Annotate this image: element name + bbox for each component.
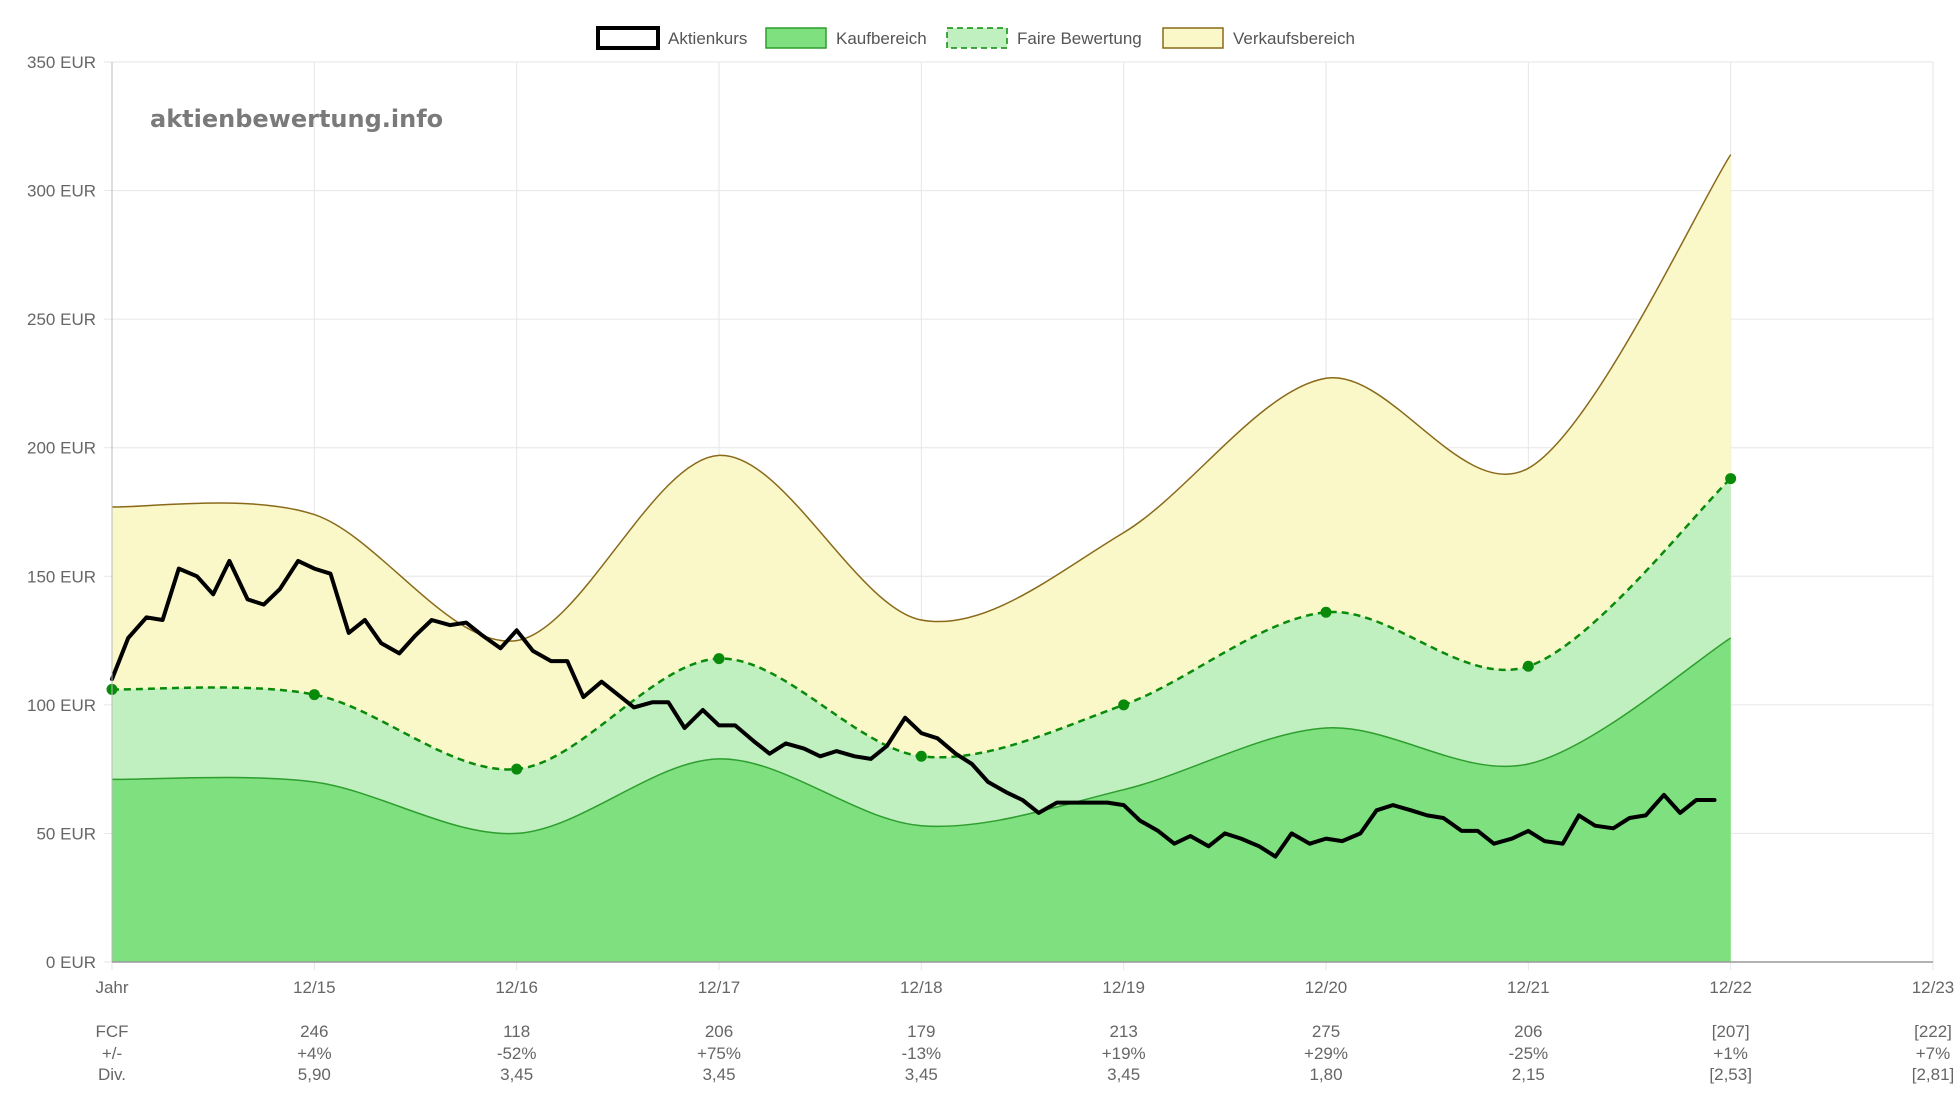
valuation-areas	[112, 154, 1731, 963]
aktienkurs-line	[110, 558, 1717, 859]
table-cell: 3,45	[1107, 1065, 1140, 1084]
faire-bewertung-point	[1522, 660, 1534, 672]
table-cell: +75%	[697, 1044, 741, 1063]
table-cell: 213	[1109, 1022, 1137, 1041]
legend-label: Verkaufsbereich	[1233, 29, 1355, 48]
x-tick-label: 12/22	[1709, 978, 1752, 997]
table-cell: 179	[907, 1022, 935, 1041]
table-cell: 118	[503, 1022, 530, 1041]
kaufbereich-line	[111, 637, 1732, 835]
legend-label: Faire Bewertung	[1017, 29, 1142, 48]
table-cell: +4%	[297, 1044, 332, 1063]
legend[interactable]: Aktienkurs Kaufbereich Faire Bewertung Verk…	[596, 26, 1355, 50]
fundamentals-table: FCF 246 118 206 179 213 275 206 [207] [222] +/- +4%…	[95, 1022, 1954, 1084]
legend-label: Aktienkurs	[668, 29, 747, 48]
x-tick-label: 12/23	[1912, 978, 1955, 997]
legend-item[interactable]: Aktienkurs	[596, 26, 747, 50]
table-row-label: +/-	[102, 1044, 122, 1063]
table-cell: 5,90	[298, 1065, 331, 1084]
legend-swatch	[946, 27, 1008, 49]
table-cell: -52%	[497, 1044, 537, 1063]
x-tick-label: 12/18	[900, 978, 943, 997]
faire-bewertung-point	[915, 750, 927, 762]
y-tick-label: 350 EUR	[27, 53, 96, 72]
axes: 0 EUR 50 EUR 100 EUR 150 EUR 200 EUR 250 EUR 3…	[27, 53, 1954, 997]
faire-bewertung-point	[308, 689, 320, 701]
legend-label: Kaufbereich	[836, 29, 927, 48]
x-tick-label: 12/19	[1102, 978, 1145, 997]
table-cell: -13%	[901, 1044, 941, 1063]
table-cell: +1%	[1713, 1044, 1748, 1063]
table-cell: 206	[1514, 1022, 1542, 1041]
table-cell: 275	[1312, 1022, 1340, 1041]
legend-swatch	[596, 26, 660, 50]
x-tick-label: 12/16	[495, 978, 538, 997]
table-cell: +19%	[1102, 1044, 1146, 1063]
watermark: aktienbewertung.info	[150, 105, 443, 133]
table-cell: [2,81]	[1912, 1065, 1955, 1084]
legend-item[interactable]: Faire Bewertung	[946, 27, 1142, 49]
y-tick-label: 0 EUR	[46, 953, 96, 972]
table-cell: 246	[300, 1022, 328, 1041]
faire-bewertung-point	[1725, 473, 1737, 485]
y-tick-label: 50 EUR	[36, 824, 96, 843]
x-tick-label: 12/21	[1507, 978, 1550, 997]
y-tick-label: 150 EUR	[27, 567, 96, 586]
table-cell: 3,45	[702, 1065, 735, 1084]
table-cell: [222]	[1914, 1022, 1952, 1041]
y-tick-label: 300 EUR	[27, 182, 96, 201]
x-tick-label: 12/15	[293, 978, 336, 997]
table-cell: [207]	[1712, 1022, 1750, 1041]
table-cell: [2,53]	[1709, 1065, 1752, 1084]
x-tick-label: Jahr	[95, 978, 128, 997]
y-tick-label: 200 EUR	[27, 439, 96, 458]
table-cell: 3,45	[905, 1065, 938, 1084]
table-cell: 3,45	[500, 1065, 533, 1084]
table-row-label: Div.	[98, 1065, 126, 1084]
table-row-label: FCF	[95, 1022, 128, 1041]
faire-bewertung-point	[713, 653, 725, 665]
series-lines	[106, 154, 1737, 859]
table-cell: 206	[705, 1022, 733, 1041]
kaufbereich-area	[112, 638, 1731, 962]
legend-item[interactable]: Verkaufsbereich	[1162, 27, 1355, 49]
y-tick-label: 100 EUR	[27, 696, 96, 715]
legend-swatch	[1162, 27, 1224, 49]
table-cell: 1,80	[1309, 1065, 1342, 1084]
y-tick-label: 250 EUR	[27, 310, 96, 329]
table-cell: -25%	[1508, 1044, 1548, 1063]
verkaufsbereich-line	[111, 154, 1732, 642]
faire-bewertung-point	[511, 763, 523, 775]
faire-bewertung-point	[1320, 606, 1332, 618]
legend-item[interactable]: Kaufbereich	[765, 27, 927, 49]
table-cell: +7%	[1916, 1044, 1951, 1063]
x-tick-label: 12/17	[698, 978, 741, 997]
x-tick-label: 12/20	[1305, 978, 1348, 997]
table-cell: +29%	[1304, 1044, 1348, 1063]
faire-bewertung-point	[1118, 699, 1130, 711]
legend-swatch	[765, 27, 827, 49]
table-cell: 2,15	[1512, 1065, 1545, 1084]
